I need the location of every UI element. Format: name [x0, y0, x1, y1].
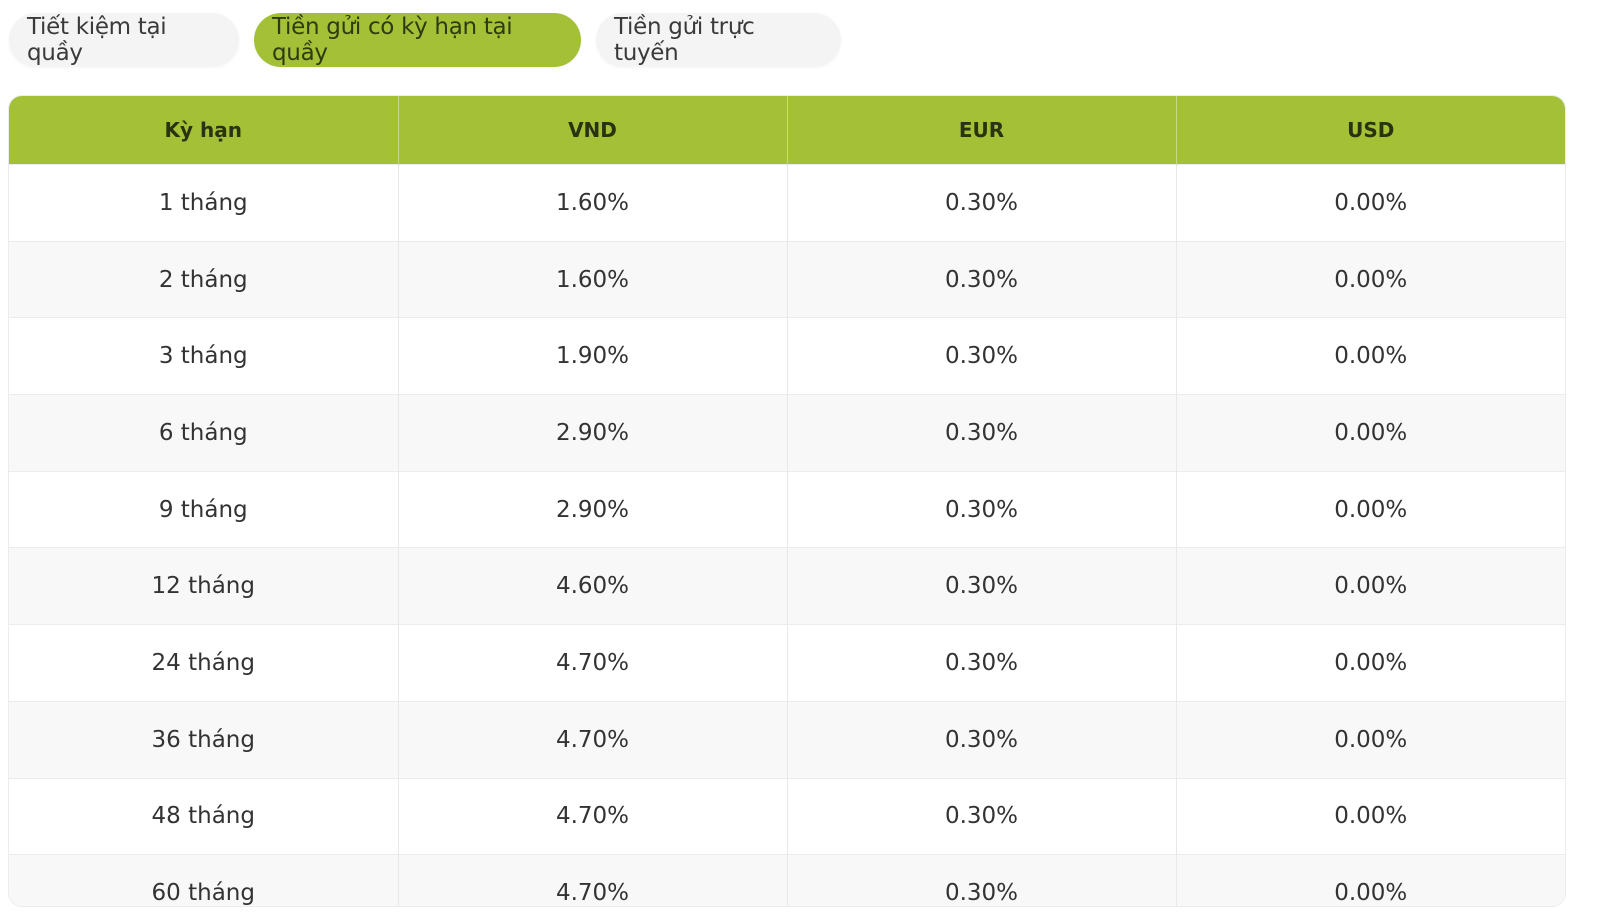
cell-eur: 0.30% [787, 700, 1177, 778]
cell-term: 3 tháng [9, 317, 399, 395]
cell-eur: 0.30% [787, 394, 1177, 472]
cell-usd: 0.00% [1176, 317, 1565, 395]
cell-term: 60 tháng [9, 854, 399, 906]
tab-counter-savings[interactable]: Tiết kiệm tại quầy [9, 13, 239, 67]
cell-term: 24 tháng [9, 624, 399, 702]
cell-vnd: 4.70% [398, 700, 788, 778]
cell-term: 6 tháng [9, 394, 399, 472]
cell-vnd: 1.90% [398, 317, 788, 395]
header-term: Kỳ hạn [9, 96, 399, 165]
cell-vnd: 2.90% [398, 394, 788, 472]
cell-vnd: 1.60% [398, 164, 788, 242]
cell-vnd: 4.70% [398, 624, 788, 702]
cell-usd: 0.00% [1176, 470, 1565, 548]
tab-term-deposit-counter[interactable]: Tiền gửi có kỳ hạn tại quầy [254, 13, 581, 67]
cell-eur: 0.30% [787, 470, 1177, 548]
table-row: 12 tháng 4.60% 0.30% 0.00% [9, 547, 1565, 625]
tab-online-deposit[interactable]: Tiền gửi trực tuyến [596, 13, 841, 67]
cell-usd: 0.00% [1176, 394, 1565, 472]
header-usd: USD [1176, 96, 1565, 165]
cell-vnd: 4.60% [398, 547, 788, 625]
cell-eur: 0.30% [787, 317, 1177, 395]
cell-term: 12 tháng [9, 547, 399, 625]
table-row: 24 tháng 4.70% 0.30% 0.00% [9, 624, 1565, 702]
cell-eur: 0.30% [787, 164, 1177, 242]
cell-eur: 0.30% [787, 547, 1177, 625]
deposit-type-tabs: Tiết kiệm tại quầy Tiền gửi có kỳ hạn tạ… [9, 13, 841, 67]
table-row: 9 tháng 2.90% 0.30% 0.00% [9, 470, 1565, 548]
cell-eur: 0.30% [787, 624, 1177, 702]
cell-vnd: 4.70% [398, 854, 788, 906]
table-row: 6 tháng 2.90% 0.30% 0.00% [9, 394, 1565, 472]
table-row: 3 tháng 1.90% 0.30% 0.00% [9, 317, 1565, 395]
table-row: 36 tháng 4.70% 0.30% 0.00% [9, 700, 1565, 778]
cell-term: 2 tháng [9, 240, 399, 318]
cell-eur: 0.30% [787, 777, 1177, 855]
cell-usd: 0.00% [1176, 777, 1565, 855]
table-row: 1 tháng 1.60% 0.30% 0.00% [9, 164, 1565, 242]
cell-term: 9 tháng [9, 470, 399, 548]
cell-term: 1 tháng [9, 164, 399, 242]
cell-eur: 0.30% [787, 240, 1177, 318]
table-row: 60 tháng 4.70% 0.30% 0.00% [9, 854, 1565, 906]
cell-term: 48 tháng [9, 777, 399, 855]
cell-vnd: 2.90% [398, 470, 788, 548]
interest-rate-table: Kỳ hạn VND EUR USD 1 tháng 1.60% 0.30% 0.00… [8, 95, 1566, 907]
header-eur: EUR [787, 96, 1177, 165]
cell-term: 36 tháng [9, 700, 399, 778]
table-header-row: Kỳ hạn VND EUR USD [9, 96, 1565, 165]
table-row: 2 tháng 1.60% 0.30% 0.00% [9, 240, 1565, 318]
header-vnd: VND [398, 96, 788, 165]
cell-usd: 0.00% [1176, 240, 1565, 318]
cell-usd: 0.00% [1176, 854, 1565, 906]
cell-usd: 0.00% [1176, 624, 1565, 702]
cell-eur: 0.30% [787, 854, 1177, 906]
table-row: 48 tháng 4.70% 0.30% 0.00% [9, 777, 1565, 855]
cell-usd: 0.00% [1176, 547, 1565, 625]
cell-vnd: 4.70% [398, 777, 788, 855]
cell-vnd: 1.60% [398, 240, 788, 318]
cell-usd: 0.00% [1176, 700, 1565, 778]
cell-usd: 0.00% [1176, 164, 1565, 242]
